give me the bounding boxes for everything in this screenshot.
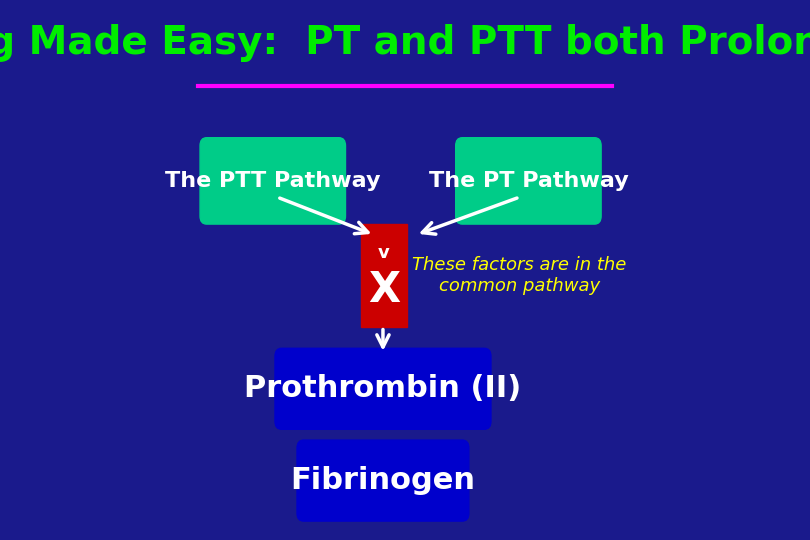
Text: These factors are in the
common pathway: These factors are in the common pathway [412,256,627,295]
FancyBboxPatch shape [275,348,491,429]
Text: Prothrombin (II): Prothrombin (II) [245,374,522,403]
FancyBboxPatch shape [361,224,407,327]
FancyBboxPatch shape [200,138,346,224]
Text: The PTT Pathway: The PTT Pathway [165,171,381,191]
Text: Coag Made Easy:  PT and PTT both Prolonged: Coag Made Easy: PT and PTT both Prolonge… [0,24,810,62]
Text: v: v [378,244,390,262]
FancyBboxPatch shape [456,138,601,224]
Text: X: X [368,269,400,311]
Text: The PT Pathway: The PT Pathway [428,171,629,191]
FancyBboxPatch shape [297,440,469,521]
Text: Fibrinogen: Fibrinogen [291,466,475,495]
